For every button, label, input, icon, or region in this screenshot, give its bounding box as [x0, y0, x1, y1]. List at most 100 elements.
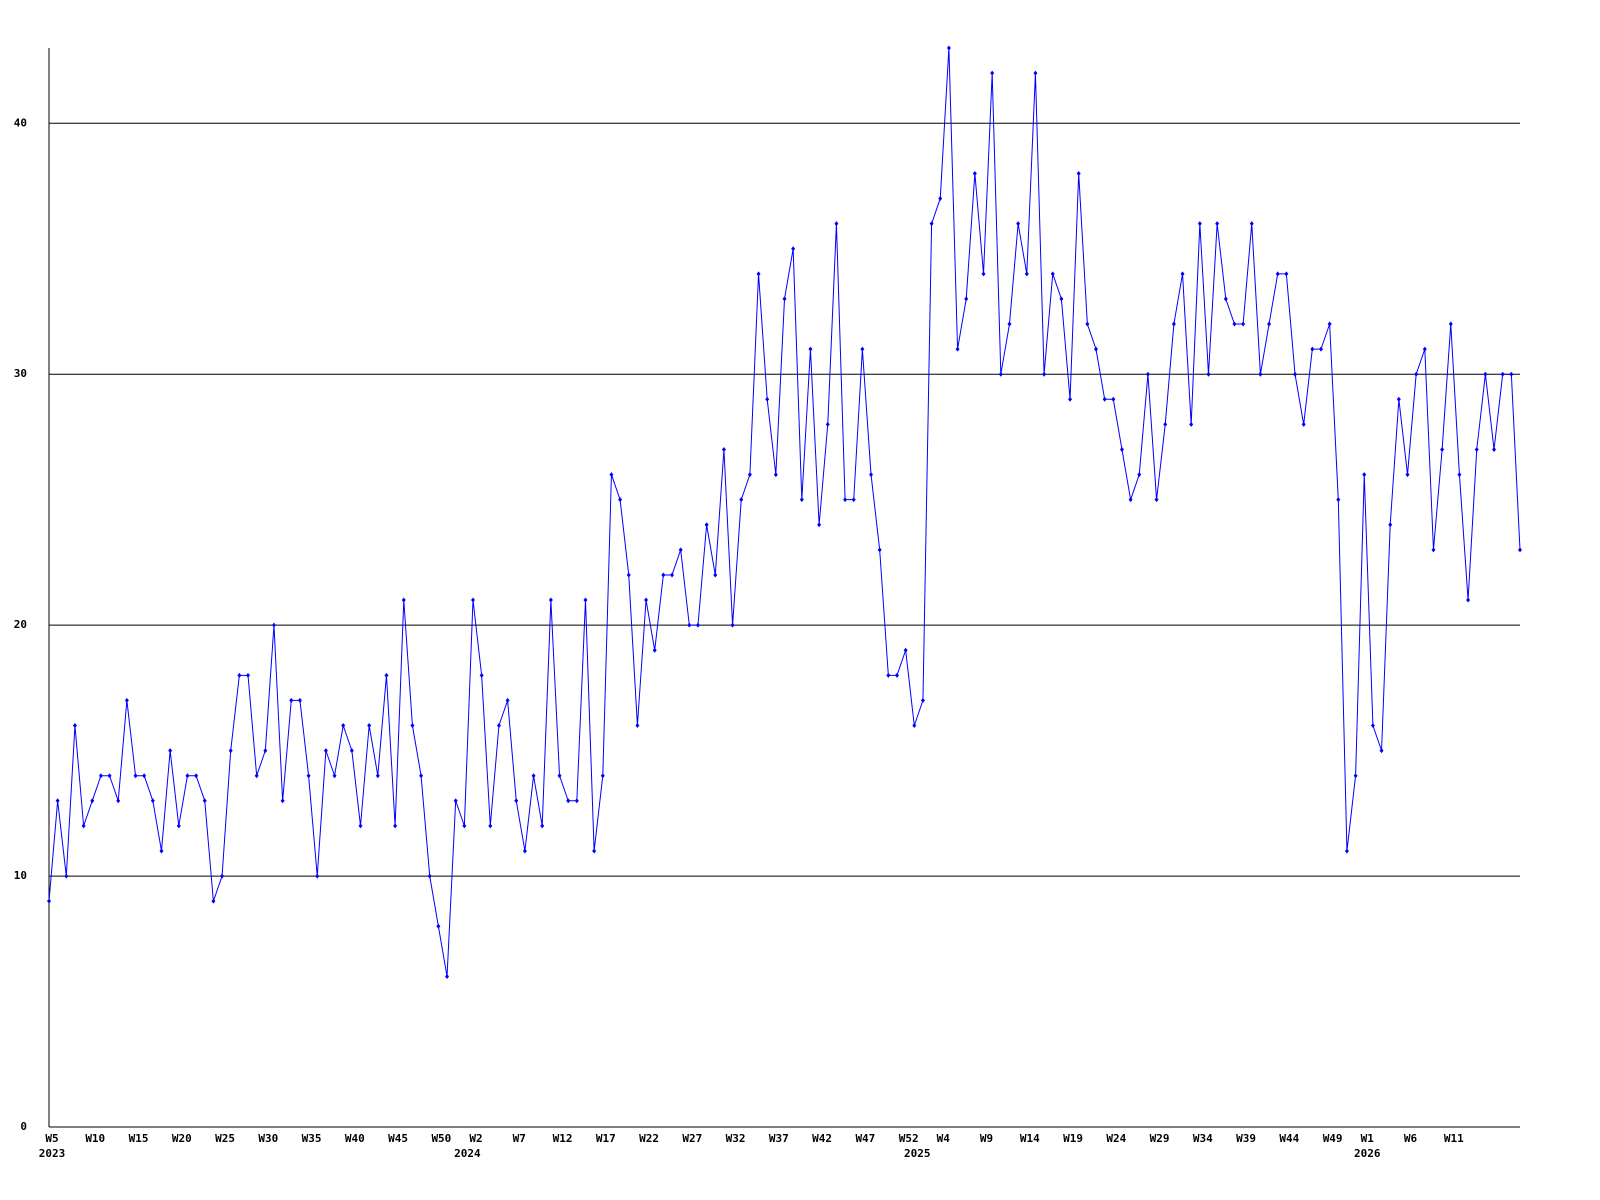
y-tick-label: 10 [14, 869, 27, 882]
point-marker [1215, 221, 1220, 227]
point-marker [574, 798, 579, 804]
point-marker [903, 647, 908, 653]
point-marker [1310, 346, 1315, 352]
point-marker [869, 472, 874, 478]
point-marker [964, 296, 969, 302]
point-marker [1154, 497, 1159, 503]
point-marker [496, 723, 501, 729]
point-marker [436, 923, 441, 929]
point-marker [704, 522, 709, 528]
point-marker [419, 773, 424, 779]
point-marker [894, 672, 899, 678]
point-marker [1024, 271, 1029, 277]
point-marker [799, 497, 804, 503]
point-marker [1232, 321, 1237, 327]
point-marker [384, 672, 389, 678]
x-tick-label: W50 [431, 1132, 451, 1145]
year-label: 2026 [1354, 1147, 1381, 1160]
point-marker [133, 773, 138, 779]
point-marker [739, 497, 744, 503]
point-marker [1509, 371, 1514, 377]
point-marker [159, 848, 164, 854]
point-marker [938, 196, 943, 202]
point-marker [1267, 321, 1272, 327]
y-tick-label: 0 [20, 1120, 27, 1133]
point-marker [1223, 296, 1228, 302]
point-marker [1059, 296, 1064, 302]
point-marker [782, 296, 787, 302]
point-marker [713, 572, 718, 578]
point-marker [289, 697, 294, 703]
point-marker [834, 221, 839, 227]
point-marker [150, 798, 155, 804]
point-marker [566, 798, 571, 804]
point-marker [194, 773, 199, 779]
x-tick-label: W40 [345, 1132, 365, 1145]
point-marker [445, 973, 450, 979]
point-marker [1197, 221, 1202, 227]
point-marker [1249, 221, 1254, 227]
x-tick-label: W4 [937, 1132, 951, 1145]
point-marker [1492, 446, 1497, 452]
x-tick-label: W32 [726, 1132, 746, 1145]
point-marker [1518, 547, 1522, 553]
point-marker [1353, 773, 1358, 779]
x-tick-label: W10 [85, 1132, 105, 1145]
point-marker [1042, 371, 1047, 377]
point-marker [1483, 371, 1488, 377]
point-marker [756, 271, 761, 277]
point-marker [47, 898, 51, 904]
x-tick-label: W7 [513, 1132, 526, 1145]
point-marker [1094, 346, 1099, 352]
point-marker [600, 773, 605, 779]
x-tick-label: W30 [258, 1132, 278, 1145]
x-tick-label: W12 [553, 1132, 573, 1145]
point-marker [1388, 522, 1393, 528]
point-marker [393, 823, 398, 829]
point-marker [1119, 446, 1124, 452]
point-marker [747, 472, 752, 478]
point-marker [332, 773, 337, 779]
point-marker [263, 748, 268, 754]
point-marker [1068, 396, 1073, 402]
point-marker [531, 773, 536, 779]
point-marker [540, 823, 545, 829]
point-marker [1206, 371, 1211, 377]
point-marker [548, 597, 553, 603]
point-marker [1284, 271, 1289, 277]
point-marker [1396, 396, 1401, 402]
year-label: 2025 [904, 1147, 931, 1160]
point-marker [462, 823, 467, 829]
x-tick-label: W29 [1150, 1132, 1170, 1145]
point-marker [107, 773, 112, 779]
point-marker [271, 622, 276, 628]
x-tick-label: W15 [129, 1132, 149, 1145]
point-marker [1258, 371, 1263, 377]
x-tick-label: W5 [45, 1132, 58, 1145]
point-marker [1379, 748, 1384, 754]
point-marker [825, 421, 830, 427]
point-marker [652, 647, 657, 653]
point-marker [358, 823, 363, 829]
point-marker [583, 597, 588, 603]
point-marker [220, 873, 225, 879]
point-marker [1466, 597, 1471, 603]
x-tick-label: W27 [682, 1132, 702, 1145]
point-marker [644, 597, 649, 603]
point-marker [1180, 271, 1185, 277]
point-marker [211, 898, 216, 904]
point-marker [479, 672, 484, 678]
x-tick-label: W20 [172, 1132, 192, 1145]
point-marker [237, 672, 242, 678]
x-tick-label: W44 [1279, 1132, 1299, 1145]
point-marker [349, 748, 354, 754]
x-tick-label: W42 [812, 1132, 832, 1145]
x-tick-label: W22 [639, 1132, 659, 1145]
point-marker [618, 497, 623, 503]
x-tick-label: W39 [1236, 1132, 1256, 1145]
x-tick-label: W45 [388, 1132, 408, 1145]
point-marker [877, 547, 882, 553]
point-marker [453, 798, 458, 804]
